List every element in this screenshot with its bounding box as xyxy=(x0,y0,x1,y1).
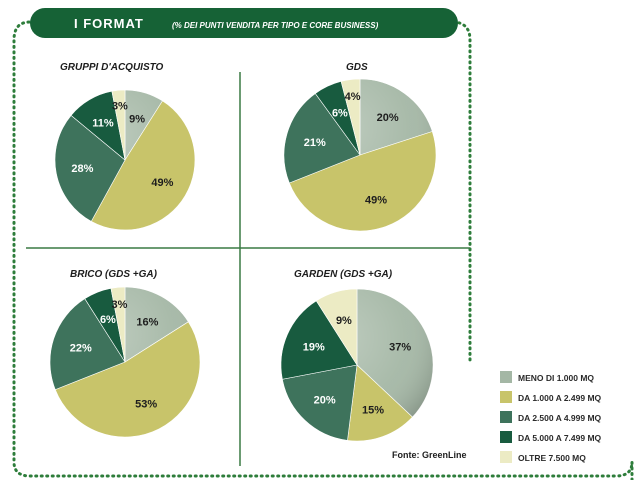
pie-slice-da-1-000-a-2-499-mq xyxy=(347,364,413,442)
pie-slice-da-2-500-a-4-999-mq xyxy=(49,298,126,390)
source-note: Fonte: GreenLine xyxy=(392,450,467,460)
pie-slice-oltre-7-500-mq xyxy=(111,89,126,161)
legend: MENO DI 1.000 MQ DA 1.000 A 2.499 MQ DA 2.… xyxy=(500,371,602,463)
legend-label: MENO DI 1.000 MQ xyxy=(518,373,594,383)
legend-label: DA 5.000 A 7.499 MQ xyxy=(518,433,602,443)
page-subtitle: (% DEI PUNTI VENDITA PER TIPO E CORE BUS… xyxy=(172,21,379,30)
chart-title-brico: BRICO (GDS +GA) xyxy=(70,269,158,280)
pie-slice-da-2-500-a-4-999-mq xyxy=(281,364,358,441)
pie-brico-gds-ga: 16% 53% 22% 6% 3% xyxy=(49,286,201,438)
pie-slice-oltre-7-500-mq xyxy=(340,78,361,156)
legend-swatch-da-2-500-a-4-999-mq xyxy=(500,411,512,423)
pie-data-label: 16% xyxy=(136,316,158,328)
pie-slice-da-5-000-a-7-499-mq xyxy=(280,300,358,380)
title-banner: I FORMAT (% DEI PUNTI VENDITA PER TIPO E… xyxy=(30,8,458,38)
pie-data-label: 49% xyxy=(365,194,387,206)
pie-data-label: 28% xyxy=(71,163,93,175)
pie-slice-da-1-000-a-2-499-mq xyxy=(90,100,196,231)
legend-label: DA 1.000 A 2.499 MQ xyxy=(518,393,602,403)
legend-swatch-oltre-7-500-mq xyxy=(500,451,512,463)
pie-data-label: 20% xyxy=(377,112,399,124)
pie-slice-da-2-500-a-4-999-mq xyxy=(283,93,361,184)
legend-swatch-da-5-000-a-7-499-mq xyxy=(500,431,512,443)
pie-slice-da-1-000-a-2-499-mq xyxy=(288,131,437,232)
pie-gruppi-d-acquisto: 9% 49% 28% 11% 3% xyxy=(54,89,196,231)
legend-swatch-da-1-000-a-2-499-mq xyxy=(500,391,512,403)
pie-data-label: 11% xyxy=(92,118,114,130)
pie-data-label: 6% xyxy=(100,314,116,326)
chart-title-gds: GDS xyxy=(346,62,368,73)
pie-garden-gds-ga: 37% 15% 20% 19% 9% xyxy=(280,288,434,442)
pie-data-label: 22% xyxy=(70,343,92,355)
legend-label: DA 2.500 A 4.999 MQ xyxy=(518,413,602,423)
pie-data-label: 6% xyxy=(332,107,348,119)
pie-data-label: 3% xyxy=(112,299,128,311)
pie-data-label: 37% xyxy=(389,341,411,353)
pie-slice-da-1-000-a-2-499-mq xyxy=(54,321,201,438)
pie-gds: 20% 49% 21% 6% 4% xyxy=(283,78,437,232)
dotted-frame-right xyxy=(451,20,472,364)
page-title: I FORMAT xyxy=(74,16,144,31)
pie-data-label: 9% xyxy=(336,315,352,327)
pie-data-label: 53% xyxy=(135,398,157,410)
pie-charts: 9% 49% 28% 11% 3% 20% 49% 21% 6% 4% 16% 53% 22% 6% 3% 3… xyxy=(49,78,437,442)
pie-data-label: 9% xyxy=(129,113,145,125)
pie-data-label: 15% xyxy=(362,404,384,416)
pie-data-label: 20% xyxy=(314,394,336,406)
pie-data-label: 21% xyxy=(304,137,326,149)
pie-slice-da-2-500-a-4-999-mq xyxy=(54,114,126,222)
dotted-frame xyxy=(12,20,634,480)
pie-data-label: 3% xyxy=(112,101,128,113)
pie-slice-oltre-7-500-mq xyxy=(315,288,358,367)
pie-data-label: 4% xyxy=(345,91,361,103)
chart-title-gruppi: GRUPPI D'ACQUISTO xyxy=(60,62,164,73)
chart-title-garden: GARDEN (GDS +GA) xyxy=(294,269,393,280)
pie-data-label: 49% xyxy=(151,177,173,189)
legend-label: OLTRE 7.500 MQ xyxy=(518,453,586,463)
pie-data-label: 19% xyxy=(303,341,325,353)
pie-slice-oltre-7-500-mq xyxy=(110,286,126,363)
legend-swatch-meno-di-1-000-mq xyxy=(500,371,512,383)
